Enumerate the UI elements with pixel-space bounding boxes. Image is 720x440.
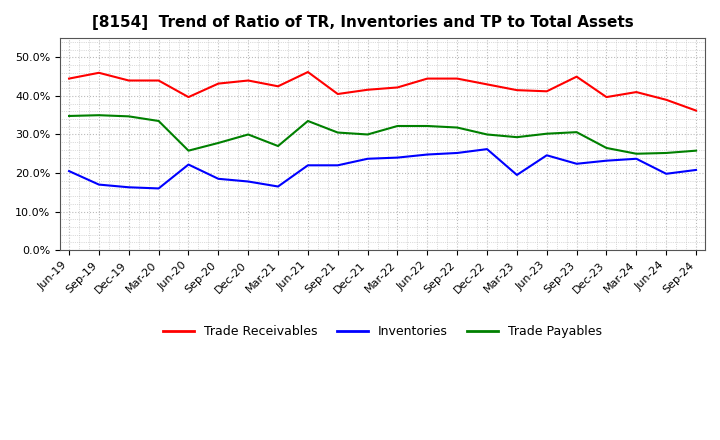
Inventories	[423, 152, 432, 157]
Trade Payables	[393, 123, 402, 128]
Trade Payables	[482, 132, 491, 137]
Inventories	[274, 184, 282, 189]
Inventories	[602, 158, 611, 163]
Inventories	[304, 163, 312, 168]
Trade Receivables	[393, 85, 402, 90]
Trade Payables	[602, 145, 611, 150]
Trade Payables	[333, 130, 342, 135]
Trade Receivables	[304, 70, 312, 75]
Inventories	[214, 176, 222, 181]
Trade Receivables	[244, 78, 253, 83]
Inventories	[154, 186, 163, 191]
Trade Receivables	[184, 95, 193, 100]
Trade Receivables	[333, 92, 342, 97]
Inventories	[184, 162, 193, 167]
Trade Receivables	[632, 89, 641, 95]
Trade Receivables	[662, 97, 670, 103]
Trade Payables	[214, 140, 222, 146]
Inventories	[482, 147, 491, 152]
Trade Payables	[364, 132, 372, 137]
Legend: Trade Receivables, Inventories, Trade Payables: Trade Receivables, Inventories, Trade Pa…	[158, 320, 607, 343]
Inventories	[333, 163, 342, 168]
Trade Payables	[94, 113, 103, 118]
Trade Payables	[662, 150, 670, 156]
Line: Trade Payables: Trade Payables	[69, 115, 696, 154]
Trade Payables	[542, 131, 551, 136]
Inventories	[125, 185, 133, 190]
Inventories	[65, 169, 73, 174]
Inventories	[244, 179, 253, 184]
Inventories	[572, 161, 581, 166]
Trade Payables	[304, 118, 312, 124]
Trade Receivables	[154, 78, 163, 83]
Trade Receivables	[572, 74, 581, 79]
Trade Receivables	[364, 87, 372, 92]
Inventories	[393, 155, 402, 160]
Inventories	[632, 156, 641, 161]
Trade Payables	[274, 143, 282, 149]
Inventories	[542, 153, 551, 158]
Trade Receivables	[274, 84, 282, 89]
Inventories	[662, 171, 670, 176]
Trade Payables	[453, 125, 462, 130]
Trade Receivables	[482, 82, 491, 87]
Inventories	[94, 182, 103, 187]
Inventories	[453, 150, 462, 156]
Trade Payables	[125, 114, 133, 119]
Trade Payables	[423, 123, 432, 128]
Trade Receivables	[125, 78, 133, 83]
Trade Receivables	[453, 76, 462, 81]
Inventories	[692, 167, 701, 172]
Trade Payables	[572, 129, 581, 135]
Text: [8154]  Trend of Ratio of TR, Inventories and TP to Total Assets: [8154] Trend of Ratio of TR, Inventories…	[92, 15, 634, 30]
Trade Payables	[632, 151, 641, 156]
Trade Payables	[692, 148, 701, 153]
Line: Trade Receivables: Trade Receivables	[69, 72, 696, 110]
Trade Receivables	[602, 95, 611, 100]
Trade Payables	[184, 148, 193, 153]
Trade Receivables	[513, 88, 521, 93]
Trade Receivables	[65, 76, 73, 81]
Inventories	[513, 172, 521, 178]
Line: Inventories: Inventories	[69, 149, 696, 188]
Trade Payables	[513, 135, 521, 140]
Inventories	[364, 156, 372, 161]
Trade Receivables	[692, 108, 701, 113]
Trade Receivables	[423, 76, 432, 81]
Trade Payables	[244, 132, 253, 137]
Trade Receivables	[542, 89, 551, 94]
Trade Receivables	[94, 70, 103, 75]
Trade Payables	[154, 118, 163, 124]
Trade Receivables	[214, 81, 222, 86]
Trade Payables	[65, 114, 73, 119]
